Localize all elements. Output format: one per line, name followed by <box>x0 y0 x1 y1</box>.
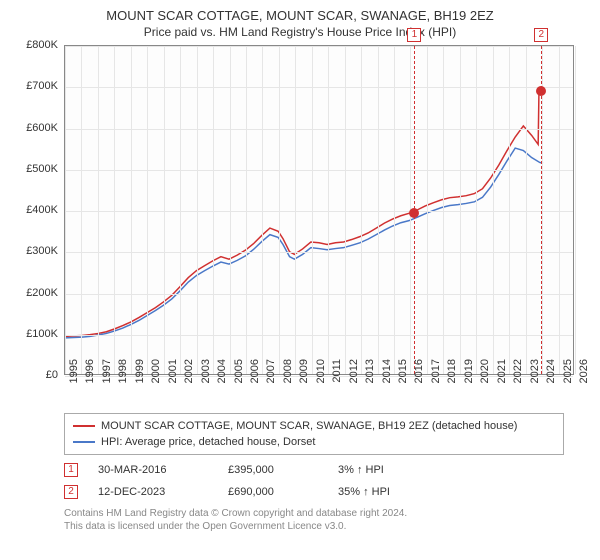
legend-row-hpi: HPI: Average price, detached house, Dors… <box>73 434 555 450</box>
legend: MOUNT SCAR COTTAGE, MOUNT SCAR, SWANAGE,… <box>64 413 564 455</box>
y-tick-label: £100K <box>18 328 58 340</box>
sale-price: £395,000 <box>228 464 318 476</box>
footnote-line-2: This data is licensed under the Open Gov… <box>64 520 564 533</box>
x-tick-label: 2012 <box>348 359 360 399</box>
x-tick-label: 2002 <box>183 359 195 399</box>
x-tick-label: 2006 <box>249 359 261 399</box>
sale-delta: 35% ↑ HPI <box>338 486 438 498</box>
y-tick-label: £600K <box>18 122 58 134</box>
x-tick-label: 2018 <box>446 359 458 399</box>
x-tick-label: 2007 <box>265 359 277 399</box>
x-tick-label: 2025 <box>562 359 574 399</box>
x-tick-label: 2024 <box>545 359 557 399</box>
x-tick-label: 2004 <box>216 359 228 399</box>
x-tick-label: 2016 <box>413 359 425 399</box>
x-tick-label: 2014 <box>381 359 393 399</box>
x-tick-label: 2001 <box>167 359 179 399</box>
x-tick-label: 2009 <box>298 359 310 399</box>
x-tick-label: 2015 <box>397 359 409 399</box>
sale-marker-dot-1 <box>409 208 419 218</box>
sale-price: £690,000 <box>228 486 318 498</box>
x-tick-label: 2008 <box>282 359 294 399</box>
chart-area: 12 £0 £100K £200K £300K £400K £500K £600K £700K… <box>20 45 580 405</box>
sales-list: 1 30-MAR-2016 £395,000 3% ↑ HPI 2 12-DEC-2023… <box>10 463 590 499</box>
x-tick-label: 2020 <box>479 359 491 399</box>
x-tick-label: 2005 <box>233 359 245 399</box>
x-tick-label: 2026 <box>578 359 590 399</box>
x-tick-label: 2022 <box>512 359 524 399</box>
chart-title: MOUNT SCAR COTTAGE, MOUNT SCAR, SWANAGE,… <box>10 8 590 23</box>
y-tick-label: £200K <box>18 287 58 299</box>
y-tick-label: £0 <box>18 369 58 381</box>
legend-label-property: MOUNT SCAR COTTAGE, MOUNT SCAR, SWANAGE,… <box>101 420 517 432</box>
sale-date: 12-DEC-2023 <box>98 486 208 498</box>
x-tick-label: 2003 <box>200 359 212 399</box>
x-tick-label: 2010 <box>315 359 327 399</box>
sale-row-1: 1 30-MAR-2016 £395,000 3% ↑ HPI <box>64 463 564 477</box>
y-tick-label: £400K <box>18 204 58 216</box>
legend-row-property: MOUNT SCAR COTTAGE, MOUNT SCAR, SWANAGE,… <box>73 418 555 434</box>
footnote: Contains HM Land Registry data © Crown c… <box>64 507 564 533</box>
x-tick-label: 2023 <box>529 359 541 399</box>
y-tick-label: £300K <box>18 245 58 257</box>
sale-marker-dot-2 <box>536 86 546 96</box>
plot-area: 12 <box>64 45 574 375</box>
legend-swatch-property <box>73 425 95 427</box>
sale-marker-box-1: 1 <box>407 28 421 42</box>
x-tick-label: 1997 <box>101 359 113 399</box>
sale-box-1: 1 <box>64 463 78 477</box>
sale-date: 30-MAR-2016 <box>98 464 208 476</box>
sale-delta: 3% ↑ HPI <box>338 464 438 476</box>
footnote-line-1: Contains HM Land Registry data © Crown c… <box>64 507 564 520</box>
x-tick-label: 2017 <box>430 359 442 399</box>
x-tick-label: 1998 <box>117 359 129 399</box>
series-svg <box>65 46 573 374</box>
y-tick-label: £500K <box>18 163 58 175</box>
chart-subtitle: Price paid vs. HM Land Registry's House … <box>10 25 590 39</box>
sale-box-2: 2 <box>64 485 78 499</box>
x-tick-label: 2013 <box>364 359 376 399</box>
y-tick-label: £800K <box>18 39 58 51</box>
x-tick-label: 2019 <box>463 359 475 399</box>
x-tick-label: 2011 <box>331 359 343 399</box>
sale-marker-box-2: 2 <box>534 28 548 42</box>
title-block: MOUNT SCAR COTTAGE, MOUNT SCAR, SWANAGE,… <box>10 8 590 39</box>
series-hpi <box>66 148 543 338</box>
x-tick-label: 1996 <box>84 359 96 399</box>
x-tick-label: 2000 <box>150 359 162 399</box>
x-tick-label: 2021 <box>496 359 508 399</box>
x-tick-label: 1995 <box>68 359 80 399</box>
legend-label-hpi: HPI: Average price, detached house, Dors… <box>101 436 315 448</box>
x-tick-label: 1999 <box>134 359 146 399</box>
legend-swatch-hpi <box>73 441 95 443</box>
sale-row-2: 2 12-DEC-2023 £690,000 35% ↑ HPI <box>64 485 564 499</box>
y-tick-label: £700K <box>18 80 58 92</box>
